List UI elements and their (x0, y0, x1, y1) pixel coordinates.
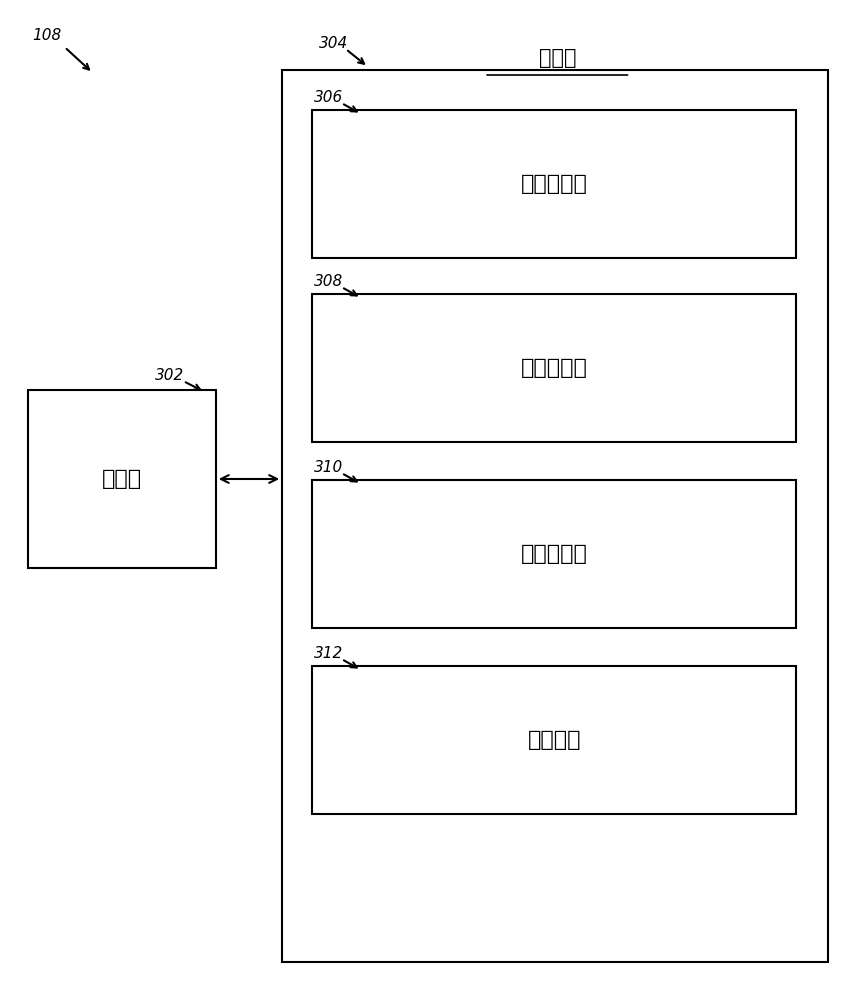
FancyBboxPatch shape (282, 70, 828, 962)
Text: 312: 312 (314, 647, 343, 662)
Text: 310: 310 (314, 460, 343, 476)
Text: 306: 306 (314, 91, 343, 105)
FancyBboxPatch shape (312, 666, 796, 814)
Text: 302: 302 (155, 368, 184, 383)
Text: 传感器模块: 传感器模块 (521, 358, 588, 378)
Text: 108: 108 (33, 27, 62, 42)
Text: 处理器: 处理器 (102, 469, 142, 489)
Text: 308: 308 (314, 274, 343, 290)
Text: 估计模块: 估计模块 (528, 730, 581, 750)
FancyBboxPatch shape (312, 294, 796, 442)
Text: 存储器: 存储器 (538, 48, 576, 68)
FancyBboxPatch shape (28, 390, 216, 568)
Text: 控制器模块: 控制器模块 (521, 544, 588, 564)
FancyBboxPatch shape (312, 110, 796, 258)
FancyBboxPatch shape (312, 480, 796, 628)
Text: 304: 304 (319, 36, 348, 51)
Text: 致动器模块: 致动器模块 (521, 174, 588, 194)
